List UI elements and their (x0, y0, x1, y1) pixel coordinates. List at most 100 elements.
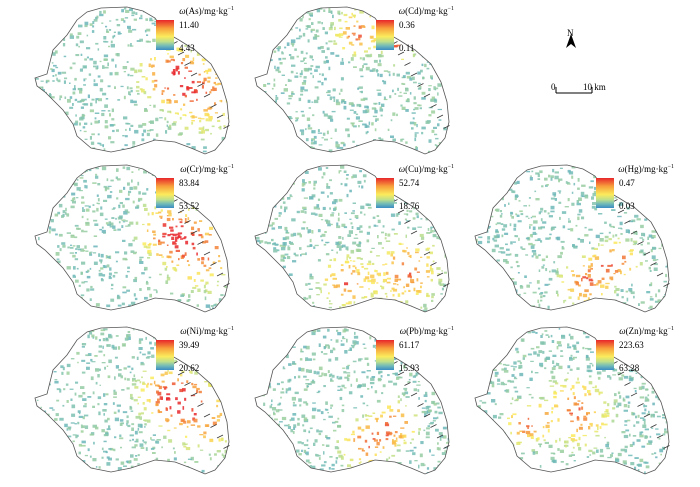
concentration-cell (186, 380, 189, 383)
concentration-cell (317, 198, 321, 201)
concentration-cell (480, 453, 483, 455)
concentration-cell (270, 152, 273, 154)
concentration-cell (93, 441, 95, 445)
concentration-cell (262, 266, 265, 270)
concentration-cell (349, 347, 352, 351)
concentration-cell (340, 77, 344, 81)
concentration-cell (415, 248, 420, 252)
concentration-cell (497, 185, 500, 189)
concentration-cell (390, 135, 394, 138)
concentration-cell (290, 39, 296, 43)
concentration-cell (406, 213, 409, 216)
concentration-cell (315, 282, 320, 284)
concentration-cell (317, 132, 323, 134)
concentration-cell (311, 230, 314, 234)
concentration-cell (203, 284, 206, 289)
concentration-cell (90, 358, 93, 362)
concentration-cell (445, 376, 447, 378)
concentration-cell (297, 375, 301, 379)
concentration-cell (97, 75, 101, 78)
concentration-cell (437, 204, 440, 208)
concentration-cell (103, 413, 105, 416)
concentration-cell (540, 240, 543, 243)
concentration-cell (274, 299, 280, 301)
concentration-cell (63, 288, 68, 290)
concentration-cell (582, 195, 586, 198)
concentration-cell (206, 70, 209, 75)
concentration-cell (441, 468, 445, 472)
concentration-cell (55, 150, 58, 152)
concentration-cell (647, 198, 652, 202)
concentration-cell (427, 215, 432, 218)
concentration-cell (509, 171, 514, 175)
boundary-tick (184, 382, 191, 386)
concentration-cell (92, 210, 96, 213)
concentration-cell (227, 388, 229, 393)
concentration-cell (280, 258, 284, 262)
concentration-cell (439, 149, 443, 151)
concentration-cell (618, 241, 621, 244)
concentration-cell (131, 14, 135, 17)
concentration-cell (317, 229, 321, 233)
concentration-cell (223, 42, 227, 46)
concentration-cell (523, 205, 527, 207)
concentration-cell (296, 300, 301, 304)
concentration-cell (346, 117, 350, 120)
concentration-cell (570, 228, 574, 232)
concentration-cell (227, 215, 229, 217)
concentration-cell (114, 86, 116, 89)
concentration-cell (120, 375, 123, 379)
concentration-cell (278, 226, 282, 229)
concentration-cell (154, 143, 158, 147)
concentration-cell (174, 245, 179, 249)
concentration-cell (397, 31, 401, 34)
concentration-cell (619, 395, 622, 399)
concentration-cell (98, 269, 101, 272)
concentration-cell (345, 27, 350, 30)
concentration-cell (301, 449, 303, 452)
concentration-cell (429, 251, 433, 255)
concentration-cell (40, 270, 45, 273)
concentration-cell (279, 62, 283, 65)
concentration-cell (290, 28, 293, 31)
concentration-cell (495, 229, 498, 232)
concentration-cell (64, 329, 68, 331)
concentration-cell (167, 419, 170, 422)
concentration-cell (496, 383, 501, 385)
concentration-cell (145, 77, 148, 81)
concentration-cell (328, 66, 331, 71)
concentration-cell (325, 253, 330, 256)
concentration-cell (318, 375, 323, 377)
concentration-cell (138, 69, 143, 73)
concentration-cell (593, 175, 597, 179)
concentration-cell (339, 27, 343, 30)
concentration-cell (435, 137, 439, 140)
concentration-cell (208, 343, 210, 345)
concentration-cell (65, 383, 69, 386)
concentration-cell (76, 35, 80, 39)
concentration-cell (662, 299, 667, 303)
concentration-cell (198, 127, 204, 130)
concentration-cell (166, 60, 171, 63)
concentration-cell (400, 104, 403, 107)
concentration-cell (190, 290, 194, 293)
concentration-cell (173, 144, 176, 147)
concentration-cell (584, 195, 589, 199)
concentration-cell (558, 178, 563, 181)
concentration-cell (421, 187, 426, 190)
concentration-cell (66, 172, 71, 176)
concentration-cell (80, 175, 84, 177)
concentration-cell (390, 213, 396, 217)
concentration-cell (398, 221, 401, 225)
concentration-cell (396, 444, 401, 447)
concentration-cell (123, 211, 128, 215)
concentration-cell (550, 210, 555, 213)
concentration-cell (261, 301, 265, 304)
concentration-cell (299, 129, 305, 132)
concentration-cell (562, 225, 566, 229)
concentration-cell (164, 117, 167, 121)
concentration-cell (443, 127, 447, 131)
concentration-cell (53, 26, 57, 31)
concentration-cell (415, 251, 419, 254)
concentration-cell (403, 439, 406, 441)
